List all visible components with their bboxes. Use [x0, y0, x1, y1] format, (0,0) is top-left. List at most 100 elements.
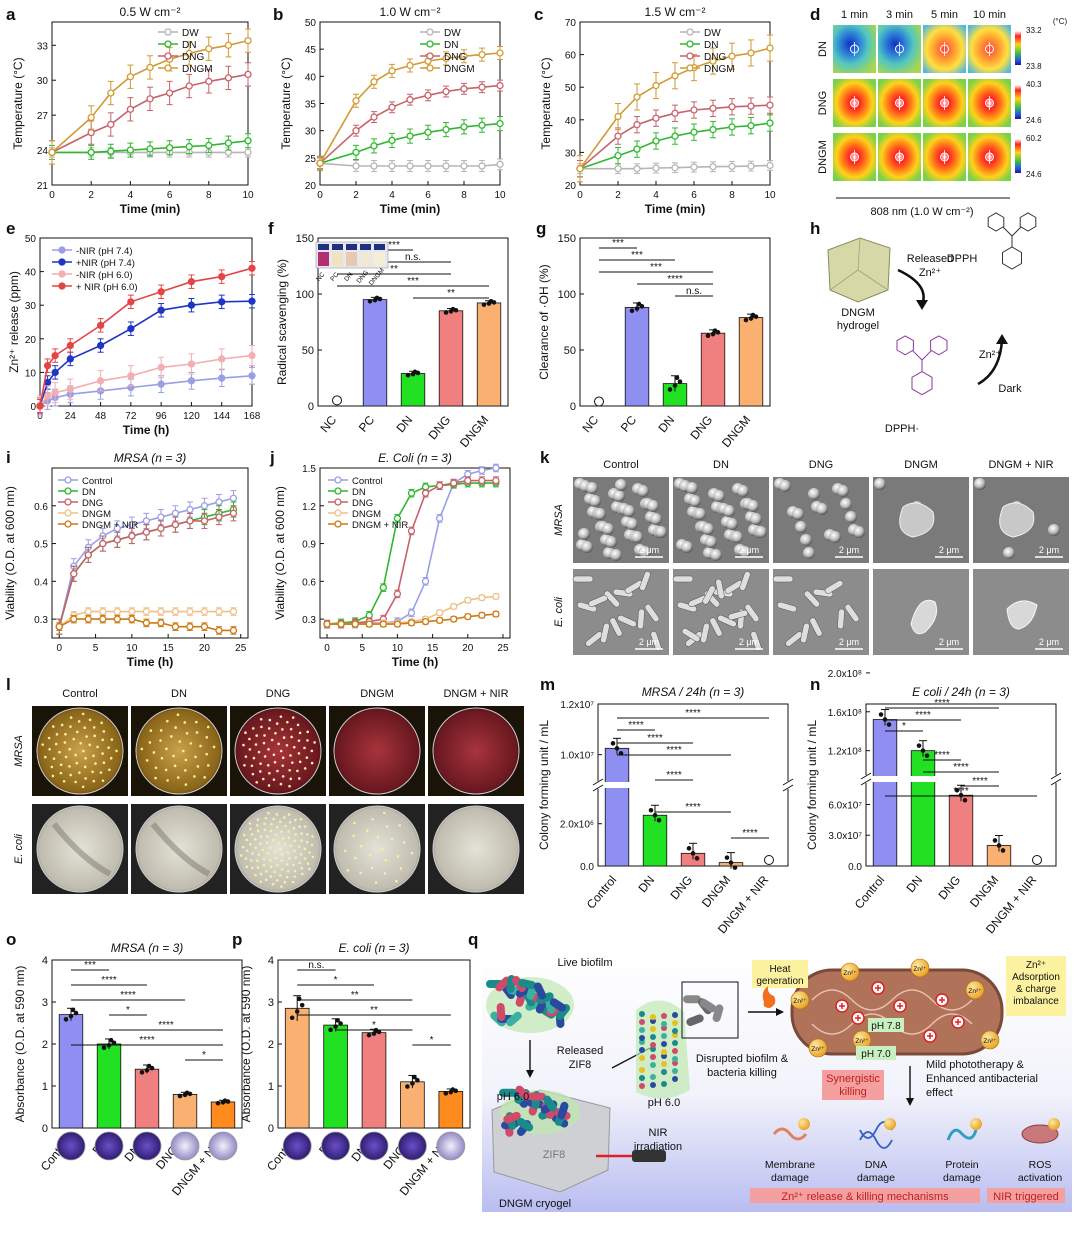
bar	[872, 719, 898, 867]
data-point	[421, 577, 430, 585]
data-point	[96, 341, 105, 350]
petri-dish	[432, 805, 520, 893]
colony	[278, 820, 282, 823]
heat-badge	[752, 960, 808, 988]
cryogel-label: DNGM cryogel	[499, 1198, 571, 1210]
colony	[174, 726, 177, 729]
data-point	[48, 148, 56, 157]
vial-cap	[374, 244, 385, 250]
series-line	[51, 39, 249, 153]
colony	[308, 867, 311, 871]
x-tick-label: 5	[359, 643, 365, 654]
data-point	[185, 49, 193, 58]
colony	[244, 755, 248, 758]
colony	[109, 756, 113, 760]
axis-break-mark	[592, 778, 604, 786]
legend-label: -NIR (pH 7.4)	[76, 246, 132, 257]
colony	[310, 761, 314, 765]
axis-break-gap	[592, 781, 794, 789]
colony	[306, 833, 309, 836]
mechanism-label: damage	[771, 1172, 809, 1184]
y-tick-label: 25	[305, 154, 317, 165]
data-point	[709, 125, 717, 134]
significance-label: ***	[650, 262, 662, 273]
bacterium-icon	[533, 982, 547, 1000]
legend-marker	[58, 282, 66, 290]
axis-break-mark	[782, 784, 794, 792]
colony	[264, 816, 268, 820]
data-point	[70, 615, 78, 623]
category-label: DNG	[935, 873, 963, 902]
data-point	[244, 137, 252, 145]
agar-plate-photo	[32, 706, 128, 796]
colony	[72, 737, 76, 741]
bacterium-cell	[626, 518, 638, 530]
mechanism-label: ROS	[1029, 1159, 1052, 1171]
data-point	[492, 476, 500, 485]
colony	[184, 758, 188, 762]
bar	[948, 794, 974, 867]
colony	[259, 835, 263, 838]
thermal-image-grid: 1 min 3 min 5 min 10 min DN 33.2 23.8 DNG 40.3 24…	[817, 9, 1067, 218]
x-tick-label: 4	[653, 190, 659, 201]
series-line	[579, 47, 771, 170]
legend-marker	[64, 498, 72, 506]
data-point	[248, 351, 256, 360]
data-point	[126, 73, 135, 81]
colony	[243, 833, 246, 837]
data-point	[407, 619, 416, 627]
rod-cell	[577, 601, 597, 613]
data-point	[435, 616, 444, 625]
colony	[282, 736, 286, 739]
data-point	[107, 147, 115, 155]
mechanism-label: Membrane	[765, 1159, 815, 1171]
crystal-violet-wells	[56, 1131, 238, 1161]
data-point	[316, 159, 324, 167]
y-tick-label: 2	[268, 1039, 274, 1051]
colony	[199, 744, 202, 748]
y-tick-label: 1.2x10⁷	[560, 700, 594, 711]
replicate-dot	[412, 1074, 417, 1080]
x-tick-label: 10	[494, 190, 506, 201]
colony	[206, 725, 210, 729]
killing-label: bacteria killing	[707, 1067, 777, 1079]
category-label: DNGM	[967, 873, 1001, 910]
series-line	[39, 354, 253, 407]
colony	[385, 825, 389, 828]
colony	[59, 763, 63, 766]
replicate-dot	[690, 851, 696, 856]
legend-label: DNGM	[352, 509, 381, 520]
colony	[91, 770, 94, 774]
data-point	[157, 513, 165, 521]
data-point	[393, 590, 402, 598]
replicate-dot	[712, 328, 718, 333]
colony	[94, 762, 97, 765]
colony	[287, 813, 291, 816]
replicate-dot	[405, 372, 411, 378]
data-point	[690, 106, 698, 114]
colony	[256, 818, 260, 821]
data-point	[229, 509, 238, 517]
category-label: DN	[903, 873, 925, 895]
colony	[249, 842, 252, 846]
bacterium-cell	[647, 500, 659, 512]
colony	[286, 851, 290, 854]
data-point	[709, 104, 717, 113]
legend-label: DN	[82, 487, 96, 498]
plot-frame	[39, 237, 253, 407]
replicate-dot	[333, 1024, 338, 1029]
series-line	[319, 52, 501, 164]
series-line	[579, 122, 771, 170]
colony	[273, 870, 277, 874]
data-point	[142, 528, 151, 536]
data-point	[157, 619, 165, 627]
data-point	[496, 160, 504, 169]
replicate-dot	[1000, 848, 1006, 853]
agar-plate-photo	[428, 706, 524, 796]
chart-j: 0 5 10 15 20 25 0.3 0.6 0.9 1.2 1.5 E. Coli (n = 3)…	[273, 451, 511, 669]
y-tick-label: 30	[305, 127, 317, 138]
bacterium-cell	[602, 523, 614, 535]
plate-row-label: E. coli	[13, 833, 25, 864]
significance-label: *	[372, 1020, 376, 1031]
